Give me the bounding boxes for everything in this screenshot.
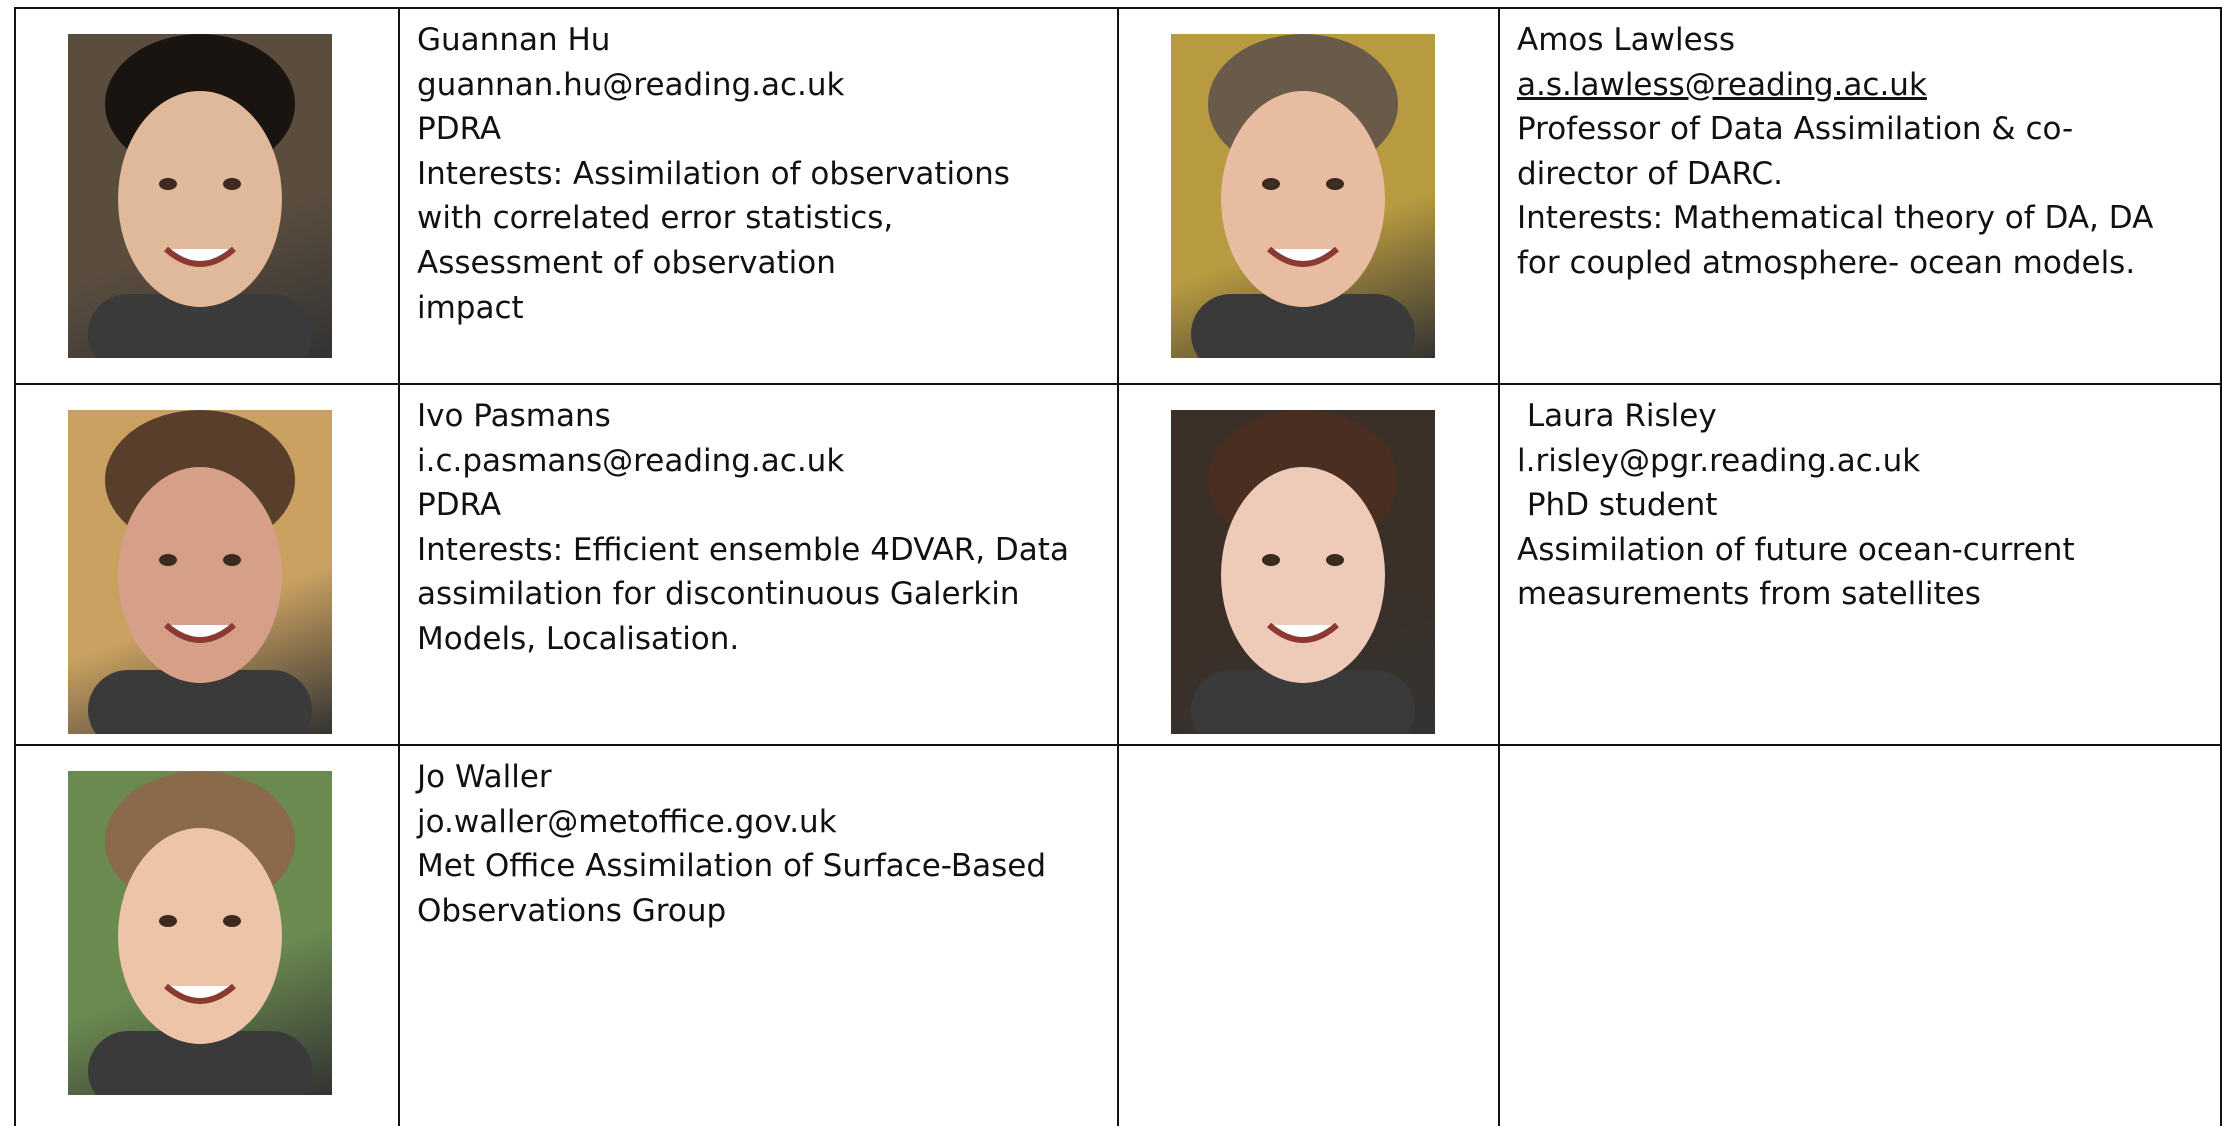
portrait bbox=[1191, 410, 1415, 734]
photo bbox=[68, 410, 332, 734]
table-cell bbox=[1117, 744, 1500, 1126]
person-name: Guannan Hu bbox=[417, 22, 611, 58]
info-line: PDRA bbox=[417, 487, 502, 524]
table-cell bbox=[1498, 744, 2222, 1126]
info-line: with correlated error statistics, bbox=[417, 200, 894, 237]
info-line: for coupled atmosphere- ocean models. bbox=[1517, 244, 2136, 281]
info-line: Interests: Mathematical theory of DA, DA bbox=[1517, 200, 2154, 237]
portrait bbox=[88, 34, 312, 358]
portrait bbox=[88, 410, 312, 734]
info-line: Interests: Efficient ensemble 4DVAR, Dat… bbox=[417, 531, 1069, 568]
person-info: Jo Waller jo.waller@metoffice.gov.uk Met O… bbox=[417, 755, 1046, 933]
info-line: Assessment of observation bbox=[417, 244, 836, 281]
person-name: Jo Waller bbox=[417, 759, 552, 795]
info-line: a.s.lawless@reading.ac.uk bbox=[1517, 66, 1927, 103]
info-line: l.risley@pgr.reading.ac.uk bbox=[1517, 442, 1921, 479]
person-name: Laura Risley bbox=[1517, 398, 1717, 434]
info-line: Professor of Data Assimilation & co- bbox=[1517, 111, 2074, 148]
person-info: Amos Lawless a.s.lawless@reading.ac.uk Pro… bbox=[1517, 18, 2153, 286]
info-line: Assimilation of future ocean-current bbox=[1517, 531, 2075, 568]
info-line: director of DARC. bbox=[1517, 155, 1783, 192]
photo bbox=[68, 771, 332, 1095]
info-line: i.c.pasmans@reading.ac.uk bbox=[417, 442, 845, 479]
info-line: Met Office Assimilation of Surface-Based bbox=[417, 848, 1047, 885]
person-info: Guannan Hu guannan.hu@reading.ac.uk PDRA In… bbox=[417, 18, 1010, 330]
info-line: assimilation for discontinuous Galerkin bbox=[417, 576, 1020, 613]
photo bbox=[68, 34, 332, 358]
info-line: impact bbox=[417, 289, 524, 326]
info-line: guannan.hu@reading.ac.uk bbox=[417, 66, 845, 103]
person-name: Ivo Pasmans bbox=[417, 398, 611, 434]
photo bbox=[1171, 410, 1435, 734]
person-info: Laura Risley l.risley@pgr.reading.ac.uk P… bbox=[1517, 394, 2075, 617]
portrait bbox=[1191, 34, 1415, 358]
info-line: jo.waller@metoffice.gov.uk bbox=[417, 803, 837, 840]
info-line: PDRA bbox=[417, 111, 502, 148]
photo bbox=[1171, 34, 1435, 358]
info-line: Models, Localisation. bbox=[417, 620, 740, 657]
info-line: PhD student bbox=[1517, 487, 1718, 524]
person-info: Ivo Pasmans i.c.pasmans@reading.ac.uk PDRA… bbox=[417, 394, 1069, 662]
person-name: Amos Lawless bbox=[1517, 22, 1735, 58]
info-line: measurements from satellites bbox=[1517, 576, 1981, 613]
info-line: Observations Group bbox=[417, 892, 727, 929]
portrait bbox=[88, 771, 312, 1095]
info-line: Interests: Assimilation of observations bbox=[417, 155, 1010, 192]
